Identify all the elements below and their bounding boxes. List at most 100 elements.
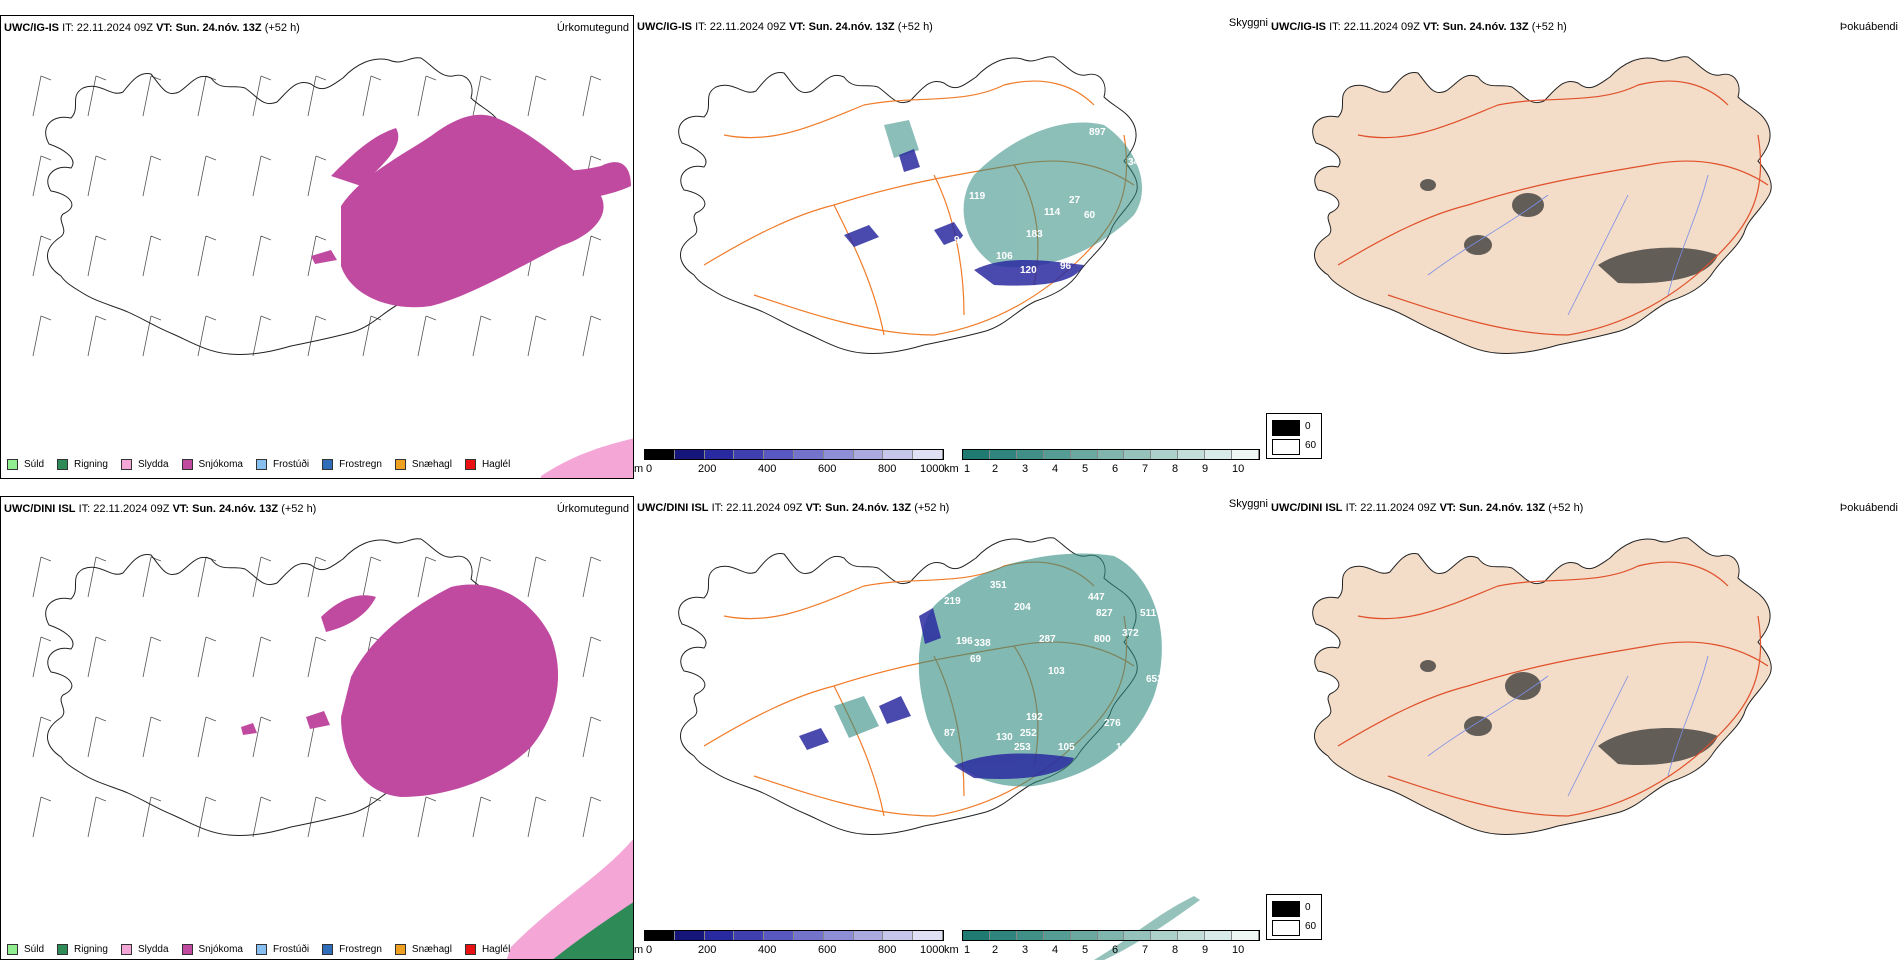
- visibility-areas: [884, 120, 1143, 268]
- fog-legend-top: 0 60: [1266, 413, 1322, 459]
- vt-value: Sun. 24.nóv. 13Z: [825, 502, 912, 514]
- cloud-label: 192: [1026, 712, 1043, 723]
- fog-legend-bottom: 0 60: [1266, 894, 1322, 940]
- tick-label: 1: [964, 944, 971, 956]
- cloud-label: 897: [1089, 127, 1106, 138]
- cloud-label: 119: [969, 191, 986, 202]
- color-swatch: [1232, 450, 1259, 459]
- model-name: UWC/DINI ISL: [4, 503, 76, 515]
- panel-header: UWC/DINI ISL IT: 22.11.2024 09Z VT: Sun.…: [637, 502, 949, 514]
- cloud-map-bottom: 351 447 827 511 219 204 196 287 800 372 …: [678, 537, 1200, 960]
- cloud-label: 351: [990, 580, 1007, 591]
- it-label: IT:: [1329, 21, 1341, 33]
- colorbar-unit: m: [634, 463, 644, 475]
- model-name: UWC/DINI ISL: [1271, 502, 1343, 514]
- it-value: 22.11.2024 09Z: [709, 21, 786, 33]
- tick-label: 400: [758, 944, 777, 956]
- precip-map-top: [32, 57, 633, 478]
- color-swatch: [823, 450, 854, 459]
- color-swatch: [1070, 931, 1098, 940]
- cloud-label: 219: [944, 596, 961, 607]
- tick-label: 3: [1022, 944, 1029, 956]
- vt-value: Sun. 24.nóv. 13Z: [1459, 502, 1546, 514]
- cloud-label: 86: [870, 261, 882, 272]
- cloud-label: 204: [1014, 602, 1031, 613]
- tick-label: 600: [818, 463, 837, 475]
- lead-time: (+52 h): [914, 502, 950, 514]
- rivers: [1427, 174, 1709, 316]
- model-name: UWC/IG-IS: [4, 22, 59, 34]
- cloud-base-labels: 351 447 827 511 219 204 196 287 800 372 …: [870, 580, 1193, 753]
- color-swatch: [1070, 450, 1098, 459]
- legend-swatch: [7, 459, 18, 470]
- legend-label: Frostregn: [339, 459, 382, 470]
- cloud-label: 242: [1109, 237, 1126, 248]
- legend-swatch: [255, 459, 267, 470]
- visibility-band: [1094, 896, 1200, 960]
- tick-label: 8: [1172, 944, 1179, 956]
- colorbar-unit: km: [944, 463, 959, 475]
- cloud-label: 145: [1148, 255, 1165, 266]
- legend-swatch: [57, 459, 69, 470]
- legend-item: Slydda: [120, 459, 169, 470]
- cloud-label: 111: [1116, 263, 1132, 274]
- cloud-label: 270: [1144, 142, 1161, 153]
- cloud-label: 196: [956, 636, 973, 647]
- color-swatch: [823, 931, 854, 940]
- color-swatch: [1043, 931, 1071, 940]
- cloud-label: 386: [1150, 210, 1167, 221]
- cloud-label: 105: [1058, 742, 1075, 753]
- visibility-bar: [962, 930, 1260, 941]
- precip-legend: Súld Rigning Slydda Snjókoma Frostúði Fr…: [7, 459, 510, 470]
- tick-label: 10: [1232, 944, 1245, 956]
- color-swatch: [913, 931, 943, 940]
- panel-header: UWC/IG-IS IT: 22.11.2024 09Z VT: Sun. 24…: [1271, 21, 1567, 33]
- legend-swatch: [464, 459, 476, 470]
- it-label: IT:: [78, 503, 91, 515]
- tick-label: 6: [1112, 944, 1119, 956]
- cloud-base-bar: [644, 930, 944, 941]
- tick-label: 8: [1172, 463, 1179, 475]
- panel-title: Úrkomutegund: [556, 503, 629, 515]
- color-swatch: [704, 931, 735, 940]
- cloud-label: 251: [1144, 175, 1161, 186]
- cloud-label: 183: [1026, 229, 1043, 240]
- cloud-base-bar: [644, 449, 944, 460]
- vt-label: VT:: [1439, 502, 1457, 514]
- snow-areas: [311, 114, 631, 308]
- cloud-label: 103: [1048, 666, 1065, 677]
- cloud-label: 130: [996, 732, 1013, 743]
- cloud-label: 372: [1122, 628, 1139, 639]
- color-swatch: [734, 931, 765, 940]
- cloud-label: 276: [1104, 718, 1121, 729]
- color-swatch: [734, 450, 765, 459]
- tick-label: 0: [646, 944, 653, 956]
- legend-item: Snjókoma: [181, 459, 243, 470]
- color-swatch: [1205, 450, 1233, 459]
- legend-swatch: [120, 459, 132, 470]
- tick-label: 2: [992, 463, 999, 475]
- color-swatch: [1232, 931, 1259, 940]
- lead-time: (+52 h): [281, 503, 317, 515]
- tick-label: 3: [1022, 463, 1029, 475]
- cloud-label: 163: [1148, 732, 1165, 743]
- tick-label: 7: [1142, 944, 1149, 956]
- cloud-label: 120: [1020, 265, 1037, 276]
- cloud-label: 317: [1186, 193, 1203, 204]
- panel-title: Úrkomutegund: [556, 22, 629, 34]
- lead-time: (+52 h): [1548, 502, 1584, 514]
- cloud-label: 117: [928, 377, 945, 388]
- fog-areas: [1420, 179, 1718, 284]
- color-swatch: [1097, 450, 1125, 459]
- panel-title: Þokuábendi: [1839, 21, 1898, 33]
- fog-panel-top: UWC/IG-IS IT: 22.11.2024 09Z VT: Sun. 24…: [1268, 15, 1900, 479]
- cloud-label: 117: [896, 239, 913, 250]
- tick-label: 600: [818, 944, 837, 956]
- color-swatch: [853, 450, 884, 459]
- it-label: IT:: [62, 22, 74, 34]
- fog-areas: [1420, 660, 1718, 766]
- panel-header: UWC/IG-IS IT: 22.11.2024 09Z VT: Sun. 24…: [637, 21, 933, 33]
- vt-label: VT:: [805, 502, 823, 514]
- cloud-label: 69: [970, 654, 982, 665]
- color-swatch: [1043, 450, 1071, 459]
